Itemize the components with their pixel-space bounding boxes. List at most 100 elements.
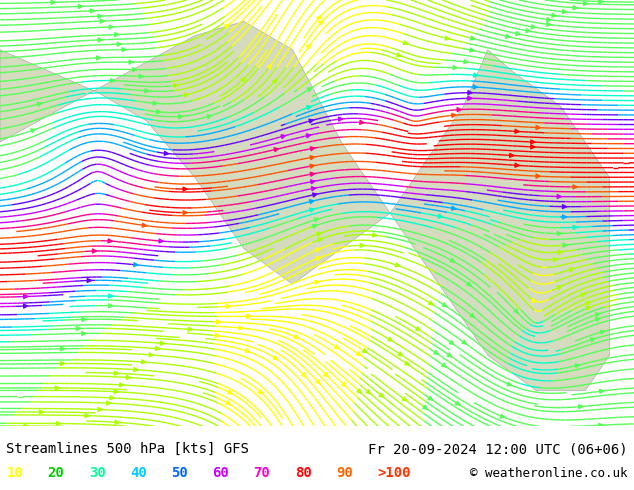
FancyArrowPatch shape xyxy=(464,60,468,64)
FancyArrowPatch shape xyxy=(87,279,91,282)
FancyArrowPatch shape xyxy=(114,371,119,375)
FancyArrowPatch shape xyxy=(536,125,540,129)
FancyArrowPatch shape xyxy=(536,174,540,178)
FancyArrowPatch shape xyxy=(470,314,474,318)
FancyArrowPatch shape xyxy=(398,352,403,356)
FancyArrowPatch shape xyxy=(599,0,603,3)
FancyArrowPatch shape xyxy=(581,293,585,297)
FancyArrowPatch shape xyxy=(273,79,276,83)
Text: Streamlines 500 hPa [kts] GFS: Streamlines 500 hPa [kts] GFS xyxy=(6,442,249,456)
FancyArrowPatch shape xyxy=(451,206,456,210)
FancyArrowPatch shape xyxy=(110,78,115,82)
FancyArrowPatch shape xyxy=(316,257,320,261)
FancyArrowPatch shape xyxy=(108,239,112,243)
FancyArrowPatch shape xyxy=(307,88,312,92)
FancyArrowPatch shape xyxy=(402,397,406,401)
FancyArrowPatch shape xyxy=(39,410,43,414)
FancyArrowPatch shape xyxy=(141,360,146,364)
FancyArrowPatch shape xyxy=(142,223,146,227)
FancyArrowPatch shape xyxy=(109,25,113,29)
FancyArrowPatch shape xyxy=(129,60,133,64)
FancyArrowPatch shape xyxy=(82,318,86,321)
FancyArrowPatch shape xyxy=(403,41,408,45)
FancyArrowPatch shape xyxy=(562,205,566,209)
FancyArrowPatch shape xyxy=(51,0,55,4)
FancyArrowPatch shape xyxy=(316,248,320,252)
FancyArrowPatch shape xyxy=(359,121,364,124)
FancyArrowPatch shape xyxy=(453,66,457,70)
FancyArrowPatch shape xyxy=(311,147,314,150)
FancyArrowPatch shape xyxy=(273,356,278,360)
FancyArrowPatch shape xyxy=(531,25,535,29)
FancyArrowPatch shape xyxy=(309,200,314,203)
FancyArrowPatch shape xyxy=(311,187,316,191)
FancyArrowPatch shape xyxy=(557,232,561,236)
Text: Fr 20-09-2024 12:00 UTC (06+06): Fr 20-09-2024 12:00 UTC (06+06) xyxy=(368,442,628,456)
FancyArrowPatch shape xyxy=(586,301,590,305)
FancyArrowPatch shape xyxy=(241,77,245,82)
FancyArrowPatch shape xyxy=(324,372,328,377)
FancyArrowPatch shape xyxy=(395,263,399,267)
FancyArrowPatch shape xyxy=(183,211,187,215)
FancyArrowPatch shape xyxy=(474,85,477,89)
FancyArrowPatch shape xyxy=(507,382,512,386)
FancyArrowPatch shape xyxy=(319,21,323,25)
FancyArrowPatch shape xyxy=(531,140,535,144)
FancyArrowPatch shape xyxy=(379,393,384,397)
FancyArrowPatch shape xyxy=(79,4,82,8)
FancyArrowPatch shape xyxy=(134,368,138,371)
FancyArrowPatch shape xyxy=(416,327,420,331)
FancyArrowPatch shape xyxy=(31,129,35,133)
FancyArrowPatch shape xyxy=(342,382,346,387)
FancyArrowPatch shape xyxy=(307,106,311,109)
FancyArrowPatch shape xyxy=(228,390,232,394)
FancyArrowPatch shape xyxy=(562,215,566,219)
FancyArrowPatch shape xyxy=(274,148,278,151)
FancyArrowPatch shape xyxy=(595,313,600,317)
FancyArrowPatch shape xyxy=(366,390,371,394)
FancyArrowPatch shape xyxy=(397,53,401,57)
Text: 60: 60 xyxy=(212,466,229,480)
FancyArrowPatch shape xyxy=(126,375,131,379)
FancyArrowPatch shape xyxy=(557,195,561,198)
FancyArrowPatch shape xyxy=(24,424,28,428)
FancyArrowPatch shape xyxy=(468,97,472,100)
FancyArrowPatch shape xyxy=(134,263,138,267)
FancyArrowPatch shape xyxy=(302,373,306,377)
FancyArrowPatch shape xyxy=(474,73,478,77)
FancyArrowPatch shape xyxy=(584,1,588,5)
FancyArrowPatch shape xyxy=(600,390,604,393)
Text: 70: 70 xyxy=(254,466,270,480)
FancyArrowPatch shape xyxy=(363,349,367,353)
FancyArrowPatch shape xyxy=(314,218,319,221)
FancyArrowPatch shape xyxy=(310,164,314,168)
FancyArrowPatch shape xyxy=(600,330,605,334)
FancyArrowPatch shape xyxy=(309,119,313,123)
FancyArrowPatch shape xyxy=(96,56,100,60)
FancyArrowPatch shape xyxy=(149,353,153,357)
FancyArrowPatch shape xyxy=(108,294,113,298)
Text: 30: 30 xyxy=(89,466,105,480)
FancyArrowPatch shape xyxy=(309,208,314,212)
FancyArrowPatch shape xyxy=(281,135,285,139)
FancyArrowPatch shape xyxy=(207,115,211,119)
FancyArrowPatch shape xyxy=(216,334,219,338)
FancyArrowPatch shape xyxy=(259,390,262,394)
FancyArrowPatch shape xyxy=(37,102,42,106)
FancyArrowPatch shape xyxy=(226,401,230,405)
FancyArrowPatch shape xyxy=(404,362,409,365)
FancyArrowPatch shape xyxy=(93,249,96,253)
FancyArrowPatch shape xyxy=(547,18,551,22)
FancyArrowPatch shape xyxy=(217,320,221,324)
FancyArrowPatch shape xyxy=(313,224,317,228)
FancyArrowPatch shape xyxy=(178,115,183,119)
FancyArrowPatch shape xyxy=(153,101,157,105)
FancyArrowPatch shape xyxy=(573,225,577,229)
Text: © weatheronline.co.uk: © weatheronline.co.uk xyxy=(470,467,628,480)
FancyArrowPatch shape xyxy=(506,34,510,38)
FancyArrowPatch shape xyxy=(526,29,530,33)
FancyArrowPatch shape xyxy=(23,294,28,298)
FancyArrowPatch shape xyxy=(107,401,111,405)
FancyArrowPatch shape xyxy=(563,244,567,247)
FancyArrowPatch shape xyxy=(514,309,518,313)
